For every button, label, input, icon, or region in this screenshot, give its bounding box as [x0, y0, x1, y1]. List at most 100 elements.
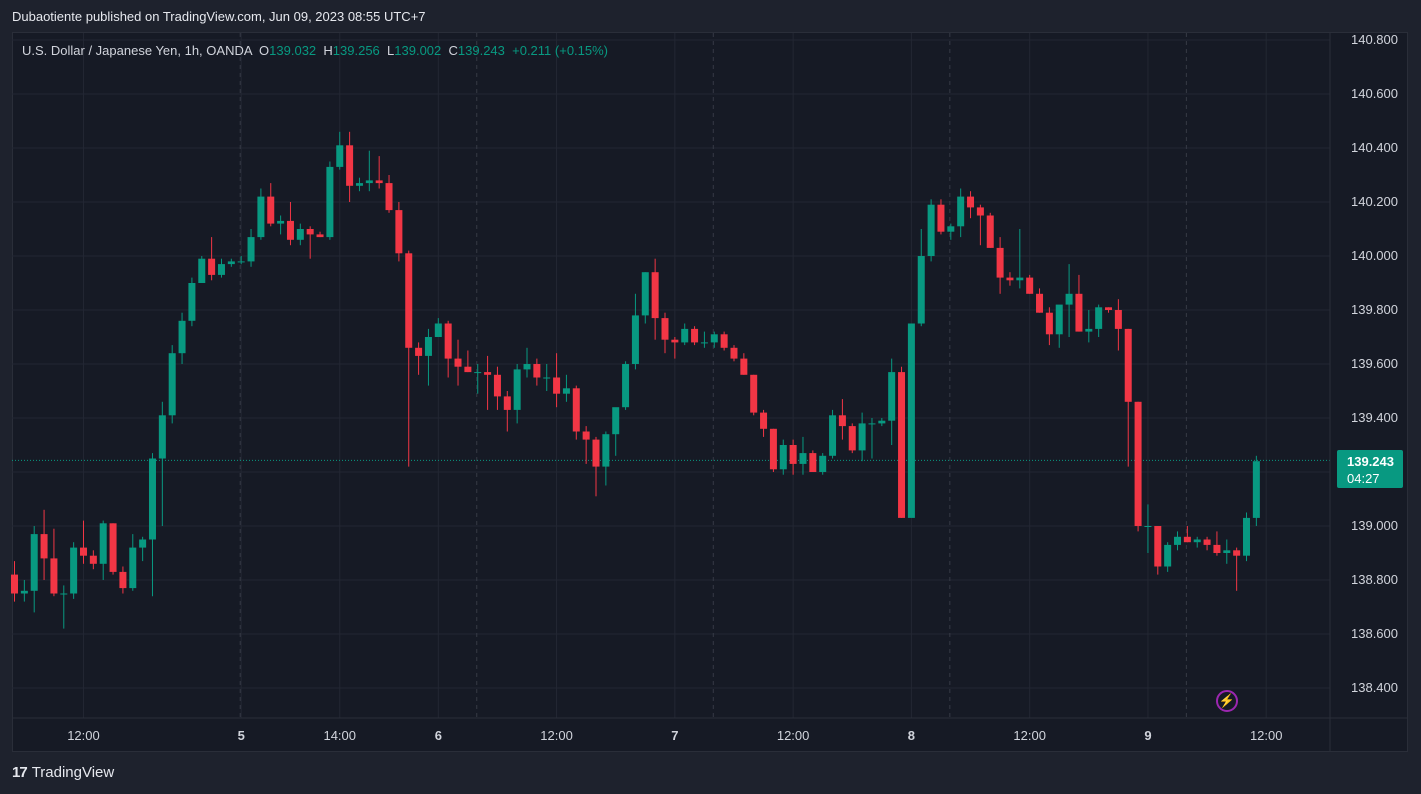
candle-body: [11, 574, 18, 594]
grid-lines: [12, 33, 1330, 718]
candle: [691, 326, 699, 346]
candle-body: [277, 220, 285, 224]
candle: [60, 585, 68, 629]
candle: [1006, 272, 1014, 286]
time-tick-label: 12:00: [1250, 728, 1283, 743]
candle-body: [622, 364, 630, 408]
session-separators: [12, 33, 1330, 718]
candle-body: [730, 347, 738, 359]
candle: [40, 509, 48, 580]
candle: [986, 212, 994, 248]
candle-body: [976, 207, 984, 216]
candle-body: [355, 183, 363, 186]
candle: [700, 331, 708, 348]
candle: [168, 345, 176, 424]
candle-body: [1095, 307, 1103, 329]
publisher-line: Dubaotiente published on TradingView.com…: [12, 9, 426, 24]
candle: [405, 250, 413, 467]
candle: [720, 331, 728, 351]
candle: [217, 258, 225, 278]
candle: [1085, 310, 1093, 343]
candle-body: [957, 196, 965, 227]
candle: [1233, 547, 1241, 591]
candle: [612, 407, 620, 456]
candle: [11, 561, 18, 602]
high-label: H: [323, 43, 333, 58]
candle: [434, 318, 442, 337]
last-price-badge: 139.243 04:27: [1337, 450, 1403, 488]
candle: [385, 175, 393, 213]
candle: [740, 353, 748, 375]
candle-body: [986, 215, 994, 248]
candle-body: [40, 534, 48, 559]
symbol-title: U.S. Dollar / Japanese Yen, 1h, OANDA: [22, 43, 252, 58]
candle: [346, 131, 354, 202]
change-value: +0.211 (+0.15%): [512, 43, 609, 58]
candle-body: [296, 229, 304, 240]
candle-body: [1016, 277, 1024, 281]
chart-area[interactable]: [12, 32, 1408, 752]
candle-body: [1164, 544, 1172, 567]
candle: [148, 453, 156, 597]
candle: [947, 223, 955, 240]
candle-body: [493, 374, 501, 397]
candle: [474, 364, 482, 394]
candle: [996, 237, 1004, 294]
lightning-icon[interactable]: ⚡: [1216, 690, 1238, 712]
candle: [976, 204, 984, 246]
candle: [878, 418, 886, 427]
candle: [917, 229, 925, 327]
candle-body: [878, 420, 886, 424]
time-tick-label: 12:00: [1013, 728, 1046, 743]
candle: [444, 320, 452, 378]
candle: [79, 520, 87, 564]
candle-body: [602, 434, 610, 467]
candle-body: [474, 372, 482, 374]
footer[interactable]: 17 TradingView: [12, 764, 114, 781]
candle: [819, 453, 827, 475]
price-tick-label: 139.400: [1351, 410, 1398, 425]
price-tick-label: 140.600: [1351, 86, 1398, 101]
candle: [957, 188, 965, 238]
candle: [829, 409, 837, 459]
candle-body: [848, 426, 856, 451]
candle: [927, 199, 935, 262]
candle-body: [1075, 293, 1083, 332]
candle-body: [30, 534, 38, 591]
candle: [139, 536, 147, 562]
candle-body: [523, 364, 531, 370]
candle: [296, 223, 304, 246]
candle-body: [326, 166, 334, 238]
candle-body: [227, 261, 235, 265]
candle-body: [779, 445, 787, 470]
candle: [888, 358, 896, 445]
candle: [50, 528, 58, 597]
candle-body: [612, 407, 620, 435]
candle-body: [750, 374, 758, 413]
candle-body: [316, 234, 324, 238]
candle-body: [592, 439, 600, 467]
candle-body: [237, 261, 245, 263]
candle: [484, 355, 492, 410]
candle-body: [1006, 277, 1014, 281]
candle-body: [306, 229, 314, 235]
candle: [1223, 539, 1231, 564]
candle-body: [178, 320, 186, 354]
price-tick-label: 138.600: [1351, 626, 1398, 641]
candle: [1144, 504, 1152, 553]
candle-body: [1114, 310, 1122, 329]
candle: [1016, 229, 1024, 289]
candle: [848, 423, 856, 454]
candle-body: [1124, 328, 1132, 402]
candle: [641, 272, 649, 324]
low-label: L: [387, 43, 395, 58]
time-tick-label: 12:00: [777, 728, 810, 743]
symbol-legend[interactable]: U.S. Dollar / Japanese Yen, 1h, OANDA O1…: [22, 43, 608, 58]
candle: [1055, 304, 1063, 348]
candle: [99, 520, 107, 580]
candle-body: [829, 415, 837, 456]
candle: [247, 229, 255, 267]
low-value: 139.002: [394, 43, 442, 58]
candle: [898, 366, 906, 518]
